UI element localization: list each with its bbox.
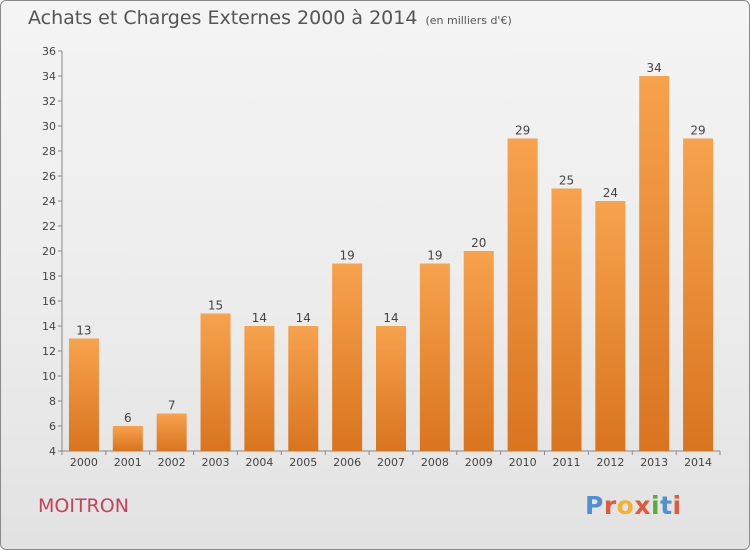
- bar: [332, 263, 363, 451]
- bar: [639, 76, 670, 451]
- chart-title: Achats et Charges Externes 2000 à 2014: [28, 7, 418, 29]
- data-label: 14: [252, 311, 267, 325]
- proxiti-logo: Proxiti: [585, 491, 682, 520]
- place-name: MOITRON: [38, 495, 129, 517]
- data-label: 24: [603, 186, 618, 200]
- y-tick-label: 36: [42, 45, 56, 58]
- logo-letter: i: [651, 491, 661, 520]
- title-row: Achats et Charges Externes 2000 à 2014 (e…: [28, 7, 512, 29]
- x-tick-label: 2011: [552, 456, 580, 469]
- y-tick-label: 24: [42, 195, 56, 208]
- y-tick-label: 34: [42, 70, 56, 83]
- logo-letter: P: [585, 491, 604, 520]
- data-label: 19: [427, 249, 442, 263]
- bar: [288, 326, 319, 451]
- x-tick-label: 2003: [202, 456, 230, 469]
- bar: [507, 138, 538, 451]
- x-tick-label: 2000: [70, 456, 98, 469]
- x-tick-label: 2002: [158, 456, 186, 469]
- data-label: 14: [296, 311, 311, 325]
- y-tick-label: 14: [42, 320, 56, 333]
- x-tick-label: 2004: [245, 456, 273, 469]
- y-tick-label: 16: [42, 295, 56, 308]
- data-label: 13: [76, 324, 91, 338]
- y-tick-label: 20: [42, 245, 56, 258]
- bar: [551, 188, 582, 451]
- y-tick-label: 26: [42, 170, 56, 183]
- x-tick-label: 2013: [640, 456, 668, 469]
- bar: [463, 251, 494, 451]
- x-tick-label: 2006: [333, 456, 361, 469]
- bar: [112, 426, 143, 451]
- bar: [683, 138, 714, 451]
- x-tick-label: 2009: [465, 456, 493, 469]
- logo-letter: i: [672, 491, 682, 520]
- y-tick-label: 10: [42, 370, 56, 383]
- y-tick-label: 22: [42, 220, 56, 233]
- data-label: 6: [124, 411, 132, 425]
- bar: [156, 413, 187, 451]
- data-label: 29: [690, 124, 705, 138]
- data-label: 15: [208, 299, 223, 313]
- logo-letter: t: [660, 491, 673, 520]
- bars: [68, 76, 714, 451]
- x-tick-label: 2008: [421, 456, 449, 469]
- bar: [595, 201, 626, 451]
- x-tick-label: 2014: [684, 456, 712, 469]
- y-tick-label: 6: [49, 420, 56, 433]
- logo-letter: o: [616, 491, 635, 520]
- data-label: 20: [471, 236, 486, 250]
- logo-letter: r: [603, 491, 617, 520]
- bar: [68, 338, 99, 451]
- x-tick-label: 2010: [509, 456, 537, 469]
- x-tick-label: 2007: [377, 456, 405, 469]
- y-tick-label: 32: [42, 95, 56, 108]
- data-label: 7: [168, 399, 176, 413]
- bar: [376, 326, 406, 451]
- x-tick-label: 2012: [596, 456, 624, 469]
- y-tick-label: 8: [49, 395, 56, 408]
- x-tick-label: 2001: [114, 456, 142, 469]
- data-label: 29: [515, 124, 530, 138]
- y-tick-label: 12: [42, 345, 56, 358]
- logo-letter: x: [634, 491, 651, 520]
- y-tick-label: 28: [42, 145, 56, 158]
- data-label: 19: [339, 249, 354, 263]
- chart-subtitle: (en milliers d'€): [425, 14, 512, 27]
- data-label: 14: [383, 311, 398, 325]
- y-tick-label: 18: [42, 270, 56, 283]
- data-labels: 13 6 7 15 14 14 19 14 19 20 29 25 24 34 29: [76, 61, 705, 425]
- y-tick-label: 4: [49, 445, 56, 458]
- data-label: 34: [647, 61, 662, 75]
- x-tick-label: 2005: [289, 456, 317, 469]
- bar: [200, 313, 231, 451]
- bar: [419, 263, 450, 451]
- y-tick-label: 30: [42, 120, 56, 133]
- data-label: 25: [559, 174, 574, 188]
- bar: [244, 326, 275, 451]
